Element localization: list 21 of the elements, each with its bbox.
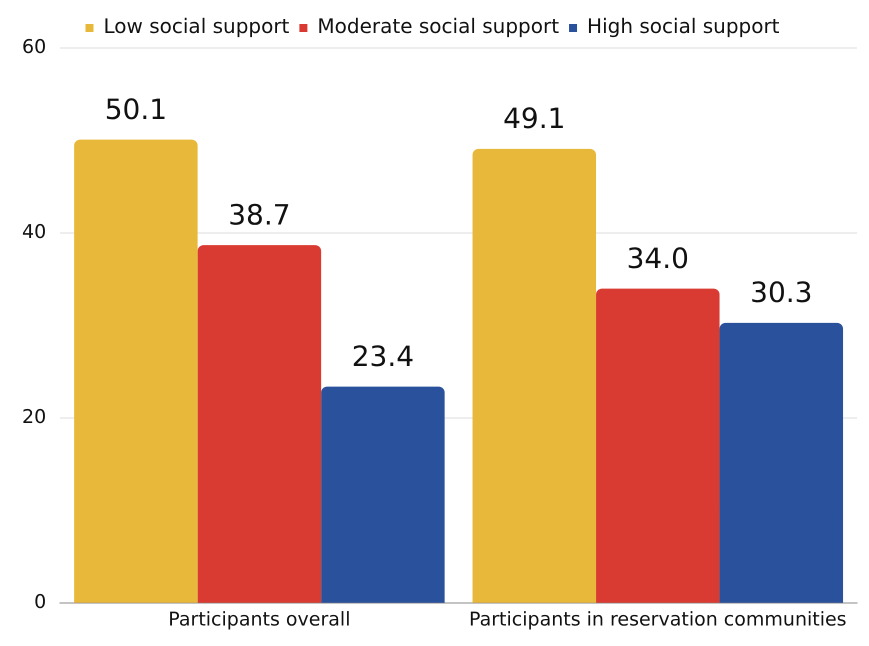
x-tick-label: Participants in reservation communities [468, 608, 847, 631]
bar [198, 245, 322, 603]
y-tick-label: 40 [22, 221, 46, 244]
text: 49.1 [503, 102, 566, 136]
bar [321, 386, 445, 603]
legend-label: High social support [587, 14, 780, 38]
legend-label: Low social support [103, 14, 290, 38]
bar [596, 288, 720, 603]
bar [720, 322, 844, 603]
legend-label: Moderate social support [317, 14, 560, 38]
text: 30.3 [750, 276, 812, 310]
y-tick-label: 60 [22, 36, 46, 58]
text: 38.7 [228, 198, 291, 232]
bar [472, 148, 596, 603]
text: 34.0 [626, 242, 689, 275]
text: 23.4 [352, 340, 414, 373]
text: 50.1 [104, 92, 168, 126]
bar [74, 140, 198, 603]
y-tick-label: 0 [34, 591, 46, 614]
x-tick-label: Participants overall [168, 608, 350, 631]
y-tick-label: 20 [22, 406, 46, 428]
